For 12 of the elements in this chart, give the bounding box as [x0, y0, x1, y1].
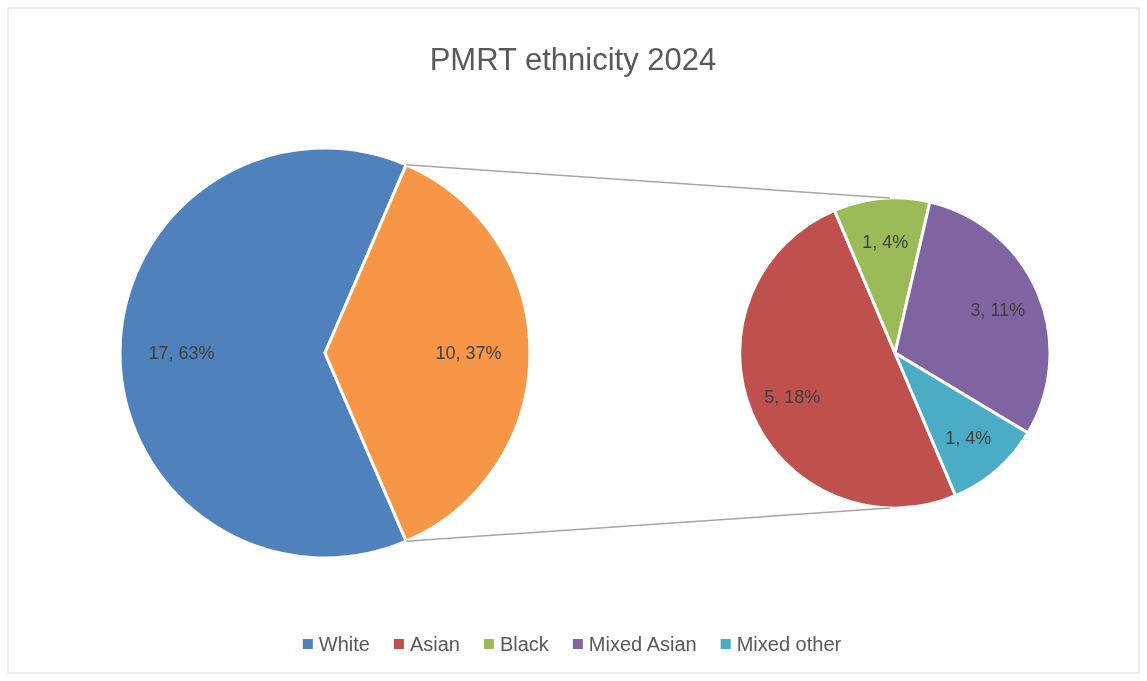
data-label: 3, 11% — [970, 299, 1026, 320]
legend-label: Black — [499, 633, 550, 655]
legend-label: White — [318, 633, 370, 655]
data-label: 17, 63% — [148, 343, 215, 364]
legend-label: Mixed other — [736, 633, 842, 655]
data-label: 5, 18% — [764, 386, 821, 407]
data-label: 1, 4% — [945, 427, 992, 448]
legend-label: Asian — [409, 633, 460, 655]
data-label: 1, 4% — [862, 232, 909, 253]
legend-label: Mixed Asian — [588, 633, 697, 655]
data-label: 10, 37% — [435, 343, 502, 364]
chart-title: PMRT ethnicity 2024 — [429, 42, 717, 77]
